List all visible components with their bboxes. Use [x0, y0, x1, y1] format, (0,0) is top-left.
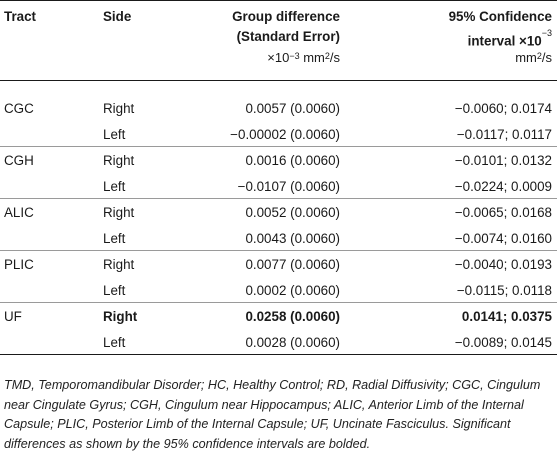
tract-group-separator	[0, 250, 557, 251]
row-group-difference: 0.0052 (0.0060)	[245, 205, 340, 220]
header-group-difference-unit: ×10−3 mm2/s	[267, 50, 340, 65]
header-bottom-rule	[0, 80, 557, 81]
row-side: Right	[103, 205, 135, 220]
table-top-rule	[0, 0, 557, 1]
table-row: PLIC Right 0.0077 (0.0060) −0.0040; 0.0193	[0, 250, 557, 278]
row-group-difference: 0.0057 (0.0060)	[245, 101, 340, 116]
table-bottom-rule	[0, 354, 557, 355]
row-group-difference: 0.0258 (0.0060)	[245, 309, 340, 324]
row-side: Right	[103, 101, 135, 116]
table-row: Left −0.0107 (0.0060) −0.0224; 0.0009	[0, 174, 557, 200]
row-confidence-interval: 0.0141; 0.0375	[461, 309, 552, 324]
header-tract: Tract	[4, 9, 37, 24]
row-group-difference: 0.0016 (0.0060)	[245, 153, 340, 168]
row-confidence-interval: −0.0224; 0.0009	[454, 179, 552, 194]
tract-group-separator	[0, 302, 557, 303]
table-row: Left −0.00002 (0.0060) −0.0117; 0.0117	[0, 122, 557, 148]
row-group-difference: 0.0002 (0.0060)	[245, 283, 340, 298]
tract-group-separator	[0, 198, 557, 199]
row-group-difference: 0.0077 (0.0060)	[245, 257, 340, 272]
row-confidence-interval: −0.0060; 0.0174	[454, 101, 552, 116]
header-confidence-interval: 95% Confidence	[448, 9, 552, 24]
header-side: Side	[103, 9, 132, 24]
row-group-difference: 0.0028 (0.0060)	[245, 335, 340, 350]
row-confidence-interval: −0.0101; 0.0132	[454, 153, 552, 168]
row-confidence-interval: −0.0117; 0.0117	[456, 127, 552, 142]
table-row: Left 0.0028 (0.0060) −0.0089; 0.0145	[0, 330, 557, 356]
row-side: Left	[103, 283, 126, 298]
row-side: Right	[103, 309, 138, 324]
header-interval-unit-mm: mm2/s	[515, 50, 552, 65]
row-side: Left	[103, 231, 126, 246]
table-row: CGH Right 0.0016 (0.0060) −0.0101; 0.0132	[0, 146, 557, 174]
row-side: Left	[103, 335, 126, 350]
row-side: Left	[103, 179, 126, 194]
row-confidence-interval: −0.0089; 0.0145	[454, 335, 552, 350]
row-group-difference: −0.00002 (0.0060)	[230, 127, 340, 142]
row-tract: ALIC	[4, 205, 34, 220]
row-group-difference: 0.0043 (0.0060)	[245, 231, 340, 246]
row-confidence-interval: −0.0074; 0.0160	[454, 231, 552, 246]
table-row: ALIC Right 0.0052 (0.0060) −0.0065; 0.0168	[0, 198, 557, 226]
row-tract: CGC	[4, 101, 34, 116]
row-tract: UF	[4, 309, 22, 324]
table-footnote: TMD, Temporomandibular Disorder; HC, Hea…	[4, 378, 541, 451]
header-interval-unit: interval ×10−3	[467, 28, 552, 49]
row-confidence-interval: −0.0065; 0.0168	[454, 205, 552, 220]
tract-group-separator	[0, 146, 557, 147]
row-tract: PLIC	[4, 257, 34, 272]
row-tract: CGH	[4, 153, 34, 168]
table-row: CGC Right 0.0057 (0.0060) −0.0060; 0.0174	[0, 96, 557, 122]
row-confidence-interval: −0.0115; 0.0118	[456, 283, 552, 298]
table-row: UF Right 0.0258 (0.0060) 0.0141; 0.0375	[0, 302, 557, 330]
row-confidence-interval: −0.0040; 0.0193	[454, 257, 552, 272]
header-standard-error: (Standard Error)	[236, 29, 340, 44]
row-group-difference: −0.0107 (0.0060)	[237, 179, 340, 194]
table-row: Left 0.0002 (0.0060) −0.0115; 0.0118	[0, 278, 557, 304]
header-group-difference: Group difference	[232, 9, 340, 24]
row-side: Left	[103, 127, 126, 142]
table-row: Left 0.0043 (0.0060) −0.0074; 0.0160	[0, 226, 557, 252]
row-side: Right	[103, 257, 135, 272]
row-side: Right	[103, 153, 135, 168]
